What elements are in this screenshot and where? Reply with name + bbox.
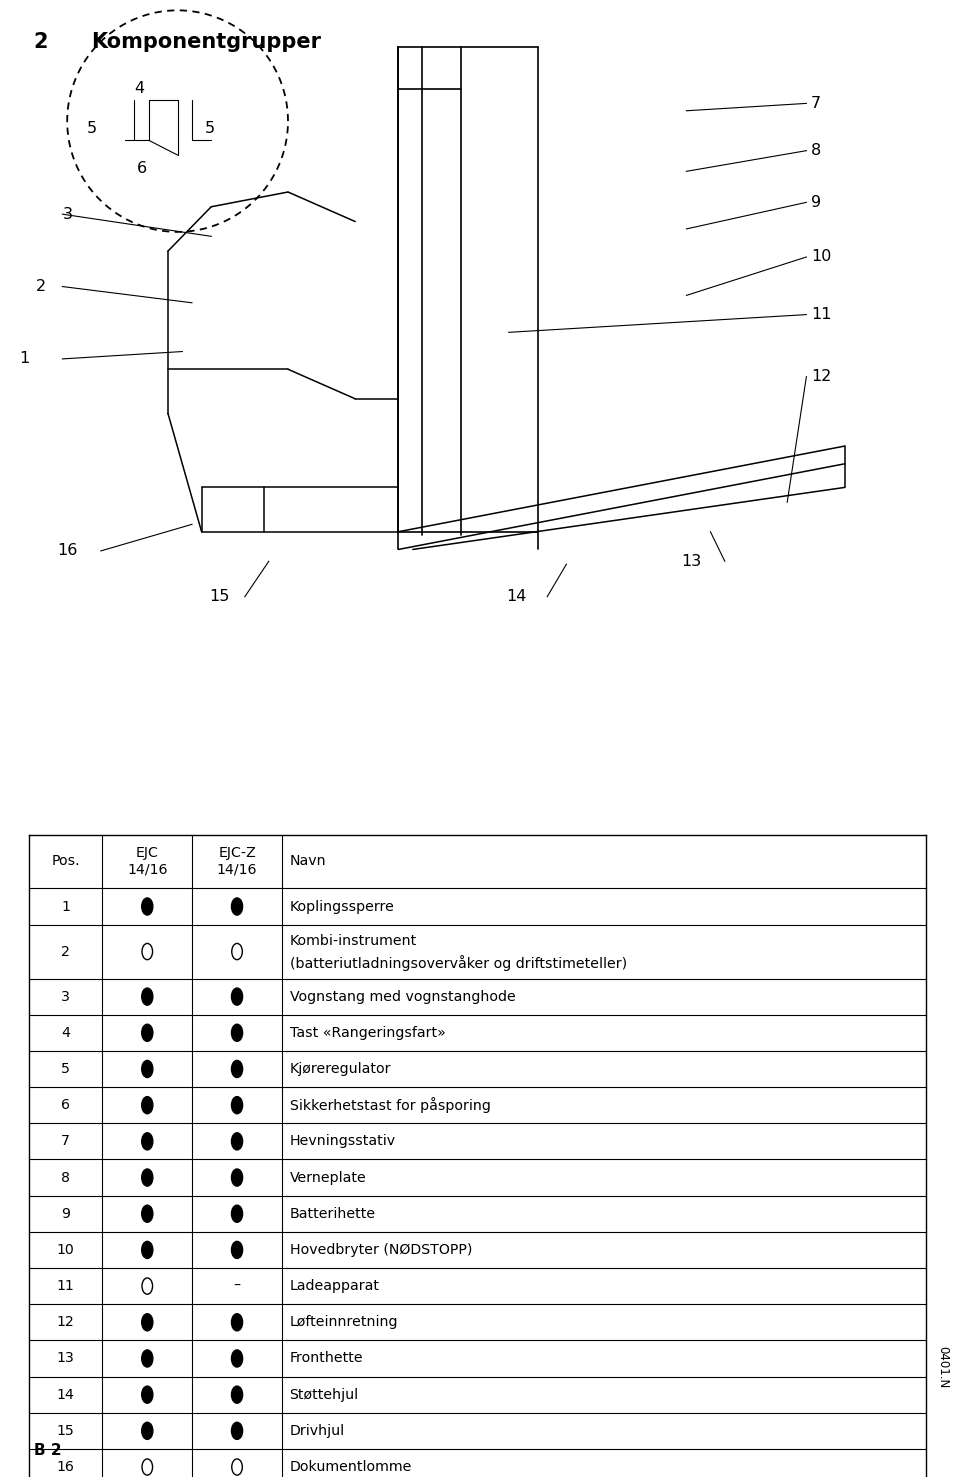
Text: 2: 2: [34, 32, 48, 53]
Circle shape: [231, 1168, 243, 1186]
Circle shape: [142, 1313, 153, 1331]
Circle shape: [231, 898, 243, 916]
Circle shape: [142, 1205, 153, 1223]
Text: 1: 1: [61, 899, 70, 913]
Circle shape: [231, 988, 243, 1006]
Text: Fronthette: Fronthette: [290, 1351, 363, 1365]
Circle shape: [231, 1313, 243, 1331]
Text: 11: 11: [811, 307, 831, 322]
Text: –: –: [233, 1279, 241, 1292]
Text: 4: 4: [134, 81, 145, 96]
Text: Tast «Rangeringsfart»: Tast «Rangeringsfart»: [290, 1027, 445, 1040]
Text: Batterihette: Batterihette: [290, 1207, 375, 1220]
Text: 5: 5: [204, 121, 215, 136]
Text: 1: 1: [19, 352, 30, 366]
Text: B 2: B 2: [34, 1443, 61, 1458]
Text: 3: 3: [61, 990, 70, 1003]
Circle shape: [231, 1024, 243, 1041]
Circle shape: [142, 1168, 153, 1186]
Circle shape: [142, 898, 153, 916]
Text: Støttehjul: Støttehjul: [290, 1388, 359, 1402]
Text: Komponentgrupper: Komponentgrupper: [91, 32, 322, 53]
Text: 13: 13: [57, 1351, 75, 1365]
Text: 12: 12: [57, 1316, 75, 1329]
Circle shape: [231, 1060, 243, 1078]
Text: Løfteinnretning: Løfteinnretning: [290, 1316, 398, 1329]
Circle shape: [142, 1060, 153, 1078]
Text: 5: 5: [86, 121, 97, 136]
Text: 6: 6: [61, 1099, 70, 1112]
Text: 7: 7: [61, 1134, 70, 1148]
Text: 9: 9: [61, 1207, 70, 1220]
Text: Hevningsstativ: Hevningsstativ: [290, 1134, 396, 1148]
Circle shape: [231, 1096, 243, 1114]
Text: Sikkerhetstast for påsporing: Sikkerhetstast for påsporing: [290, 1097, 491, 1114]
Text: 10: 10: [57, 1244, 75, 1257]
Text: 16: 16: [57, 1461, 75, 1474]
Circle shape: [142, 1096, 153, 1114]
Text: 14: 14: [506, 589, 526, 604]
Circle shape: [142, 1385, 153, 1403]
Text: 12: 12: [811, 369, 831, 384]
Text: Ladeapparat: Ladeapparat: [290, 1279, 379, 1292]
Text: 7: 7: [811, 96, 822, 111]
Text: 10: 10: [811, 250, 831, 264]
Text: Hovedbryter (NØDSTOPP): Hovedbryter (NØDSTOPP): [290, 1244, 472, 1257]
Text: 2: 2: [61, 945, 70, 959]
Text: Dokumentlomme: Dokumentlomme: [290, 1461, 412, 1474]
Text: Pos.: Pos.: [51, 855, 80, 868]
Text: Kjøreregulator: Kjøreregulator: [290, 1062, 391, 1075]
Text: EJC-Z
14/16: EJC-Z 14/16: [217, 846, 257, 876]
Text: 5: 5: [61, 1062, 70, 1075]
Circle shape: [142, 1422, 153, 1440]
Text: Navn: Navn: [290, 855, 326, 868]
Circle shape: [142, 988, 153, 1006]
Text: 15: 15: [57, 1424, 75, 1437]
Circle shape: [231, 1241, 243, 1258]
Text: (batteriutladningsovervåker og driftstimeteller): (batteriutladningsovervåker og driftstim…: [290, 956, 627, 972]
Text: EJC
14/16: EJC 14/16: [127, 846, 168, 876]
Text: 13: 13: [682, 554, 702, 569]
Text: 14: 14: [57, 1388, 75, 1402]
Circle shape: [231, 1385, 243, 1403]
Text: Kombi-instrument: Kombi-instrument: [290, 933, 417, 948]
Text: 15: 15: [209, 589, 229, 604]
Circle shape: [231, 1133, 243, 1151]
Circle shape: [231, 1350, 243, 1368]
Text: Drivhjul: Drivhjul: [290, 1424, 345, 1437]
Text: 8: 8: [811, 143, 822, 158]
Text: 8: 8: [61, 1171, 70, 1185]
Circle shape: [142, 1133, 153, 1151]
Text: 11: 11: [57, 1279, 75, 1292]
Text: Koplingssperre: Koplingssperre: [290, 899, 395, 913]
Text: 9: 9: [811, 195, 822, 210]
Text: 2: 2: [36, 279, 46, 294]
Circle shape: [142, 1241, 153, 1258]
Circle shape: [231, 1205, 243, 1223]
Text: 16: 16: [58, 544, 78, 558]
Text: Verneplate: Verneplate: [290, 1171, 367, 1185]
Text: 0401.N: 0401.N: [936, 1346, 949, 1388]
Circle shape: [142, 1350, 153, 1368]
Circle shape: [231, 1422, 243, 1440]
Text: 4: 4: [61, 1027, 70, 1040]
Text: 6: 6: [137, 161, 148, 176]
Circle shape: [142, 1024, 153, 1041]
Text: 3: 3: [62, 207, 72, 222]
Text: Vognstang med vognstanghode: Vognstang med vognstanghode: [290, 990, 516, 1003]
